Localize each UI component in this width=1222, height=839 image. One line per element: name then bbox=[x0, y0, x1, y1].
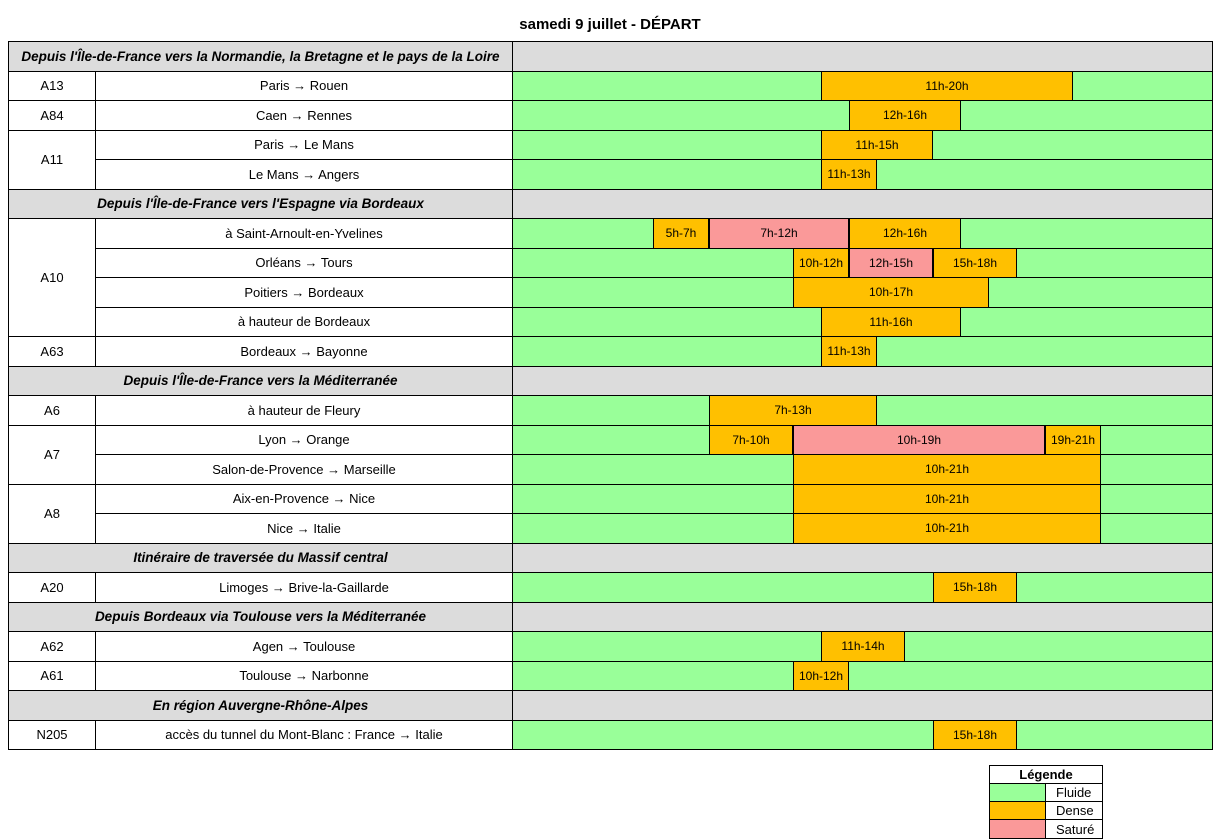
timeline-cell: 10h-12h bbox=[513, 661, 1213, 691]
traffic-segment: 19h-21h bbox=[1045, 425, 1101, 454]
traffic-segment: 12h-16h bbox=[849, 219, 961, 248]
traffic-segment: 15h-18h bbox=[933, 248, 1017, 277]
section-header-timeline bbox=[513, 42, 1213, 72]
traffic-segment: 11h-14h bbox=[821, 632, 905, 661]
section-header-timeline bbox=[513, 543, 1213, 573]
traffic-segment: 11h-16h bbox=[821, 307, 961, 336]
timeline-cell: 7h-10h 10h-19h 19h-21h bbox=[513, 425, 1213, 455]
section-header: En région Auvergne-Rhône-Alpes bbox=[9, 691, 513, 721]
legend-item-dense: Dense bbox=[990, 802, 1102, 820]
timeline-cell: 15h-18h bbox=[513, 573, 1213, 603]
timeline-cell: 11h-15h bbox=[513, 130, 1213, 160]
route-label: à hauteur de Fleury bbox=[96, 396, 513, 426]
section-header: Itinéraire de traversée du Massif centra… bbox=[9, 543, 513, 573]
traffic-segment: 10h-21h bbox=[793, 514, 1101, 543]
traffic-segment: 11h-13h bbox=[821, 160, 877, 189]
legend-item-fluide: Fluide bbox=[990, 784, 1102, 802]
section-header: Depuis Bordeaux via Toulouse vers la Méd… bbox=[9, 602, 513, 632]
section-header-timeline bbox=[513, 189, 1213, 219]
table-title: samedi 9 juillet - DÉPART bbox=[95, 8, 1212, 41]
road-code: A7 bbox=[9, 425, 96, 485]
legend-title: Légende bbox=[990, 766, 1102, 784]
legend-item-label: Dense bbox=[1056, 803, 1094, 818]
route-label: accès du tunnel du Mont-Blanc : France →… bbox=[96, 720, 513, 750]
route-label: Nice → Italie bbox=[96, 514, 513, 544]
traffic-segment: 5h-7h bbox=[653, 219, 709, 248]
route-label: Bordeaux → Bayonne bbox=[96, 337, 513, 367]
section-header: Depuis l'Île-de-France vers la Méditerra… bbox=[9, 366, 513, 396]
route-label: Caen → Rennes bbox=[96, 101, 513, 131]
timeline-cell: 11h-13h bbox=[513, 160, 1213, 190]
timeline-cell: 7h-13h bbox=[513, 396, 1213, 426]
legend-item-label: Saturé bbox=[1056, 821, 1095, 837]
timeline-cell: 11h-20h bbox=[513, 71, 1213, 101]
route-label: à Saint-Arnoult-en-Yvelines bbox=[96, 219, 513, 249]
timeline-cell: 5h-7h 7h-12h 12h-16h bbox=[513, 219, 1213, 249]
timeline-cell: 10h-17h bbox=[513, 278, 1213, 308]
road-code: A62 bbox=[9, 632, 96, 662]
timeline-cell: 11h-16h bbox=[513, 307, 1213, 337]
traffic-segment: 7h-12h bbox=[709, 219, 849, 248]
traffic-segment: 7h-13h bbox=[709, 396, 877, 425]
sature-color-swatch bbox=[990, 820, 1046, 838]
table-title-text: samedi 9 juillet - DÉPART bbox=[519, 16, 701, 33]
traffic-segment: 15h-18h bbox=[933, 720, 1017, 749]
timeline-cell: 15h-18h bbox=[513, 720, 1213, 750]
traffic-segment: 11h-20h bbox=[821, 71, 1073, 100]
route-label: Paris → Rouen bbox=[96, 71, 513, 101]
route-label: Poitiers → Bordeaux bbox=[96, 278, 513, 308]
legend: Légende Fluide Dense Saturé bbox=[989, 765, 1103, 839]
traffic-segment: 10h-12h bbox=[793, 248, 849, 277]
traffic-segment: 12h-16h bbox=[849, 101, 961, 130]
road-code: A11 bbox=[9, 130, 96, 190]
timeline-cell: 10h-21h bbox=[513, 455, 1213, 485]
road-code: A84 bbox=[9, 101, 96, 131]
road-code: N205 bbox=[9, 720, 96, 750]
timeline-cell: 11h-13h bbox=[513, 337, 1213, 367]
traffic-segment: 15h-18h bbox=[933, 573, 1017, 602]
traffic-segment: 11h-13h bbox=[821, 337, 877, 366]
route-label: Paris → Le Mans bbox=[96, 130, 513, 160]
route-label: Lyon → Orange bbox=[96, 425, 513, 455]
road-code: A13 bbox=[9, 71, 96, 101]
timeline-cell: 11h-14h bbox=[513, 632, 1213, 662]
traffic-segment: 10h-21h bbox=[793, 455, 1101, 484]
legend-item-sature: Saturé bbox=[990, 820, 1102, 838]
section-header-timeline bbox=[513, 602, 1213, 632]
route-label: à hauteur de Bordeaux bbox=[96, 307, 513, 337]
timeline-cell: 10h-21h bbox=[513, 514, 1213, 544]
route-label: Toulouse → Narbonne bbox=[96, 661, 513, 691]
road-code: A61 bbox=[9, 661, 96, 691]
traffic-table: Depuis l'Île-de-France vers la Normandie… bbox=[8, 41, 1213, 750]
traffic-segment: 10h-21h bbox=[793, 484, 1101, 513]
fluide-color-swatch bbox=[990, 784, 1046, 801]
dense-color-swatch bbox=[990, 802, 1046, 819]
traffic-segment: 10h-19h bbox=[793, 425, 1045, 454]
road-code: A6 bbox=[9, 396, 96, 426]
road-code: A8 bbox=[9, 484, 96, 544]
traffic-segment: 10h-12h bbox=[793, 661, 849, 690]
section-header: Depuis l'Île-de-France vers la Normandie… bbox=[9, 42, 513, 72]
section-header-timeline bbox=[513, 691, 1213, 721]
timeline-cell: 10h-21h bbox=[513, 484, 1213, 514]
timeline-cell: 10h-12h 12h-15h 15h-18h bbox=[513, 248, 1213, 278]
road-code: A10 bbox=[9, 219, 96, 337]
timeline-cell: 12h-16h bbox=[513, 101, 1213, 131]
route-label: Agen → Toulouse bbox=[96, 632, 513, 662]
route-label: Salon-de-Provence → Marseille bbox=[96, 455, 513, 485]
section-header-timeline bbox=[513, 366, 1213, 396]
route-label: Aix-en-Provence → Nice bbox=[96, 484, 513, 514]
route-label: Le Mans → Angers bbox=[96, 160, 513, 190]
traffic-segment: 11h-15h bbox=[821, 130, 933, 159]
traffic-segment: 7h-10h bbox=[709, 425, 793, 454]
traffic-segment: 12h-15h bbox=[849, 248, 933, 277]
route-label: Limoges → Brive-la-Gaillarde bbox=[96, 573, 513, 603]
route-label: Orléans → Tours bbox=[96, 248, 513, 278]
traffic-segment: 10h-17h bbox=[793, 278, 989, 307]
legend-item-label: Fluide bbox=[1056, 785, 1092, 800]
road-code: A63 bbox=[9, 337, 96, 367]
road-code: A20 bbox=[9, 573, 96, 603]
section-header: Depuis l'Île-de-France vers l'Espagne vi… bbox=[9, 189, 513, 219]
